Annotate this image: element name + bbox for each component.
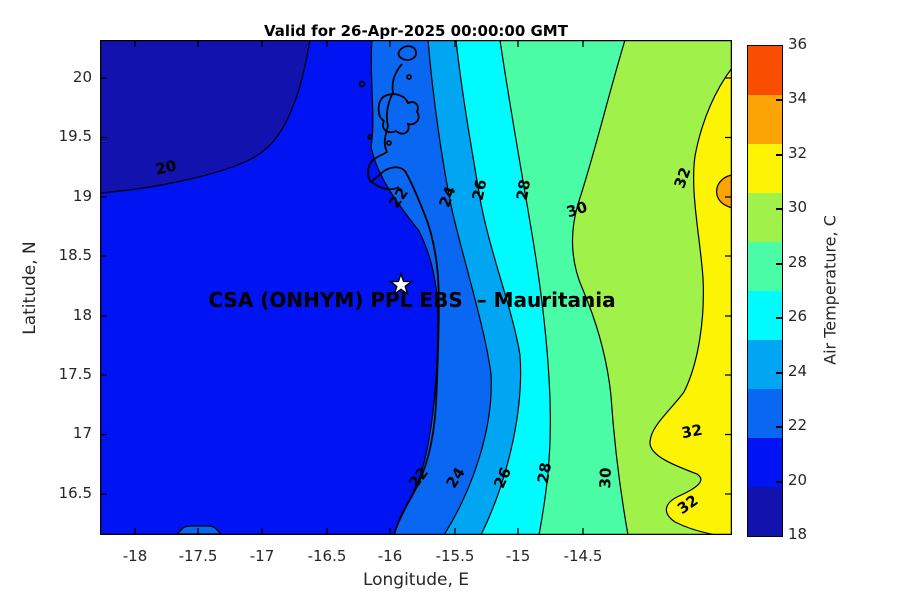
site-annotation: CSA (ONHYM) PPL EBS – Mauritania [208, 288, 616, 312]
colorbar [747, 45, 783, 537]
colorbar-tick [776, 208, 782, 210]
x-tick-label: -18 [122, 547, 148, 565]
coastline-islet [406, 74, 412, 80]
colorbar-band-30-32 [748, 144, 782, 193]
y-axis-label: Latitude, N [20, 241, 40, 335]
colorbar-band-26-28 [748, 242, 782, 291]
colorbar-band-24-26 [748, 291, 782, 340]
colorbar-tick [776, 263, 782, 265]
contour-lines [99, 39, 733, 536]
y-ticks-right [725, 77, 732, 495]
x-tick-label: -15.5 [435, 547, 475, 565]
colorbar-tick-label: 28 [788, 253, 808, 271]
band-22-24-bottom-patch [175, 525, 223, 535]
map-plot-area: 20 22 24 26 28 30 32 22 24 26 28 30 32 3… [99, 39, 733, 536]
x-tick-label: -16 [377, 547, 403, 565]
coastline-main [367, 63, 440, 536]
coastline-islet [386, 140, 392, 146]
contour-label-30b: 30 [596, 467, 615, 489]
band-34-36-hotspot [716, 175, 732, 208]
y-tick-label: 20 [72, 68, 92, 86]
contour-line-34 [716, 174, 733, 209]
band-32-34 [649, 68, 732, 535]
coastline-islet [367, 134, 373, 140]
contour-label-20: 20 [153, 156, 178, 179]
colorbar-tick [776, 154, 782, 156]
y-tick-label: 17.5 [58, 365, 92, 383]
coastline-islet [358, 80, 366, 88]
site-star-icon [388, 271, 414, 296]
colorbar-tick-label: 26 [788, 307, 808, 325]
x-tick-label: -17.5 [178, 547, 218, 565]
coastline-banc-arguin [377, 93, 420, 135]
contour-label-28: 28 [512, 178, 535, 202]
contour-line-32 [649, 67, 733, 536]
contour-map-canvas [99, 39, 733, 536]
y-ticks-left [100, 77, 107, 495]
contour-line-30 [571, 39, 629, 536]
colorbar-band-18-20 [748, 438, 782, 487]
colorbar-band-below-18 [748, 487, 782, 536]
contour-line-28 [499, 39, 551, 536]
plot-title: Valid for 26-Apr-2025 00:00:00 GMT [264, 22, 568, 40]
y-tick-label: 18.5 [58, 246, 92, 264]
colorbar-tick [776, 99, 782, 101]
contour-line-26 [455, 39, 522, 536]
contour-label-28b: 28 [533, 461, 556, 485]
colorbar-band-20-22 [748, 389, 782, 438]
x-tick-label: -17 [249, 547, 275, 565]
x-tick-label: -15 [505, 547, 531, 565]
colorbar-tick-label: 36 [788, 35, 808, 53]
y-tick-label: 18 [72, 306, 92, 324]
colorbar-tick-label: 24 [788, 362, 808, 380]
colorbar-tick [776, 317, 782, 319]
colorbar-axis-label: Air Temperature, C [820, 215, 840, 365]
y-tick-label: 16.5 [58, 484, 92, 502]
y-tick-label: 19 [72, 187, 92, 205]
colorbar-tick-label: 30 [788, 198, 808, 216]
colorbar-band-28-30 [748, 193, 782, 242]
colorbar-tick [776, 372, 782, 374]
contour-label-26: 26 [468, 177, 491, 202]
contour-line-20 [99, 39, 311, 194]
colorbar-band-32-34 [748, 95, 782, 144]
y-tick-label: 19.5 [58, 127, 92, 145]
colorbar-tick-label: 32 [788, 144, 808, 162]
colorbar-tick [776, 426, 782, 428]
contour-line-22 [370, 39, 439, 536]
x-tick-label: -14.5 [563, 547, 603, 565]
colorbar-tick-label: 20 [788, 471, 808, 489]
colorbar-tick [776, 481, 782, 483]
colorbar-tick-label: 34 [788, 89, 808, 107]
coastline-island [397, 45, 417, 61]
contour-label-32b: 32 [680, 420, 704, 443]
x-ticks-bottom [134, 528, 584, 535]
colorbar-band-34-36 [748, 46, 782, 95]
contour-line-24 [427, 39, 492, 536]
coastline-spit [370, 180, 400, 191]
x-tick-label: -16.5 [307, 547, 347, 565]
axes-frame [99, 39, 733, 536]
colorbar-tick-label: 18 [788, 525, 808, 543]
x-axis-label: Longitude, E [362, 570, 470, 590]
y-tick-label: 17 [72, 424, 92, 442]
plot-border [99, 39, 733, 536]
colorbar-band-22-24 [748, 340, 782, 389]
x-ticks-top [134, 40, 584, 47]
coastline [358, 45, 440, 536]
colorbar-tick-label: 22 [788, 416, 808, 434]
